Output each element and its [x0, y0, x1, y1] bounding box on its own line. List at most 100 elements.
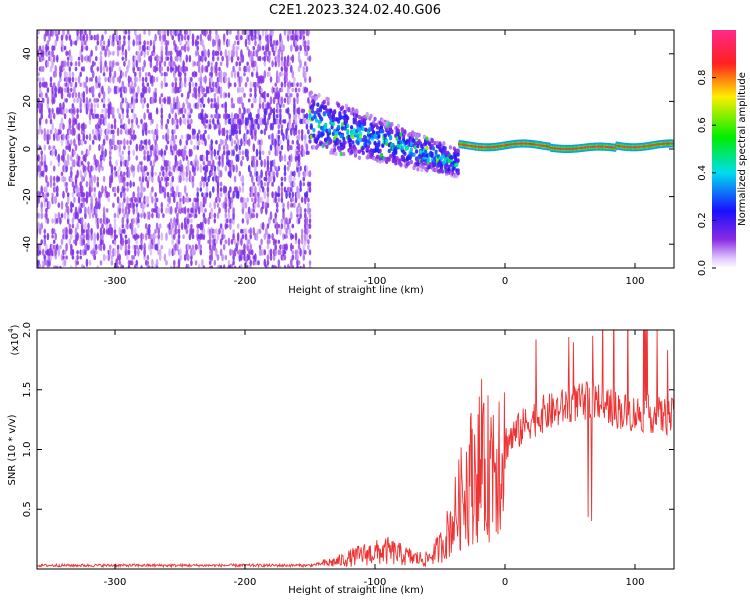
spectrogram-cell — [226, 224, 229, 229]
spectrogram-x-tick-label: -200 — [234, 276, 257, 287]
spectrogram-cell — [334, 151, 338, 157]
spectrogram-x-tick-label: 100 — [625, 276, 644, 287]
spectrogram-cell — [91, 60, 95, 68]
spectrogram-cell — [199, 103, 203, 108]
spectrogram-cell — [188, 170, 192, 178]
spectrogram-cell — [257, 108, 260, 114]
spectrogram-cell — [185, 139, 189, 146]
spectrogram-cell — [187, 165, 190, 172]
spectrogram-cell — [277, 223, 281, 229]
spectrogram-cell — [87, 228, 90, 235]
spectrogram-cell — [205, 65, 209, 73]
spectrogram-cell — [130, 119, 134, 124]
spectrogram-cell — [218, 38, 221, 48]
spectrogram-cell — [304, 118, 307, 125]
spectrogram-cell — [65, 108, 68, 114]
spectrogram-cell — [143, 149, 146, 157]
spectrogram-cell — [263, 233, 267, 240]
spectrogram-cell — [46, 96, 50, 105]
spectrogram-cell — [422, 134, 426, 140]
spectrogram-cell — [166, 134, 170, 141]
spectrogram-cell — [173, 196, 176, 203]
spectrogram-cell — [430, 151, 434, 157]
spectrogram-cell — [229, 222, 232, 231]
spectrogram-cell — [160, 245, 164, 250]
spectrogram-cell — [155, 107, 159, 115]
spectrogram-cell — [291, 234, 295, 240]
spectrogram-cell — [308, 181, 312, 187]
spectrogram-cell — [291, 122, 295, 131]
spectrogram-cell — [116, 185, 120, 194]
spectrogram-cell — [46, 129, 50, 135]
spectrogram-cell — [132, 206, 135, 215]
spectrogram-cell — [87, 161, 90, 166]
spectrogram-cell — [109, 34, 112, 41]
spectrogram-cell — [296, 92, 299, 98]
spectrogram-cell — [280, 55, 284, 62]
spectrogram-cell — [258, 34, 262, 41]
spectrogram-cell — [213, 233, 217, 240]
spectrogram-cell — [331, 117, 335, 123]
spectrogram-cell — [49, 160, 53, 167]
spectrogram-cell — [121, 71, 125, 78]
spectrogram-cell — [290, 153, 293, 163]
spectrogram-cell — [399, 162, 403, 167]
spectrogram-cell — [277, 129, 281, 135]
spectrogram-cell — [260, 138, 263, 146]
spectrogram-cell — [88, 54, 92, 63]
spectrogram-cell — [70, 207, 73, 214]
spectrogram-cell — [140, 179, 143, 189]
spectrogram-cell — [99, 127, 103, 137]
spectrogram-cell — [269, 164, 273, 173]
spectrogram-cell — [288, 96, 292, 105]
spectrogram-cell — [294, 196, 298, 204]
spectrogram-cell — [190, 224, 193, 229]
spectrogram-cell — [127, 237, 131, 246]
spectrogram-cell — [160, 165, 164, 172]
spectrogram-cell — [137, 247, 140, 257]
spectrogram-cell — [280, 72, 284, 77]
spectrogram-cell — [82, 90, 86, 100]
spectrogram-cell — [140, 265, 143, 268]
spectrogram-cell — [71, 103, 75, 109]
spectrogram-cell — [190, 108, 193, 114]
spectrogram-cell — [300, 129, 304, 135]
spectrogram-cell — [210, 144, 213, 152]
spectrogram-cell — [372, 120, 376, 125]
spectrogram-cell — [166, 118, 170, 124]
spectrogram-cell — [148, 139, 151, 146]
spectrogram-cell — [158, 180, 162, 189]
spectrogram-cell — [143, 155, 146, 161]
spectrogram-cell — [294, 148, 298, 157]
spectrogram-cell — [104, 76, 107, 83]
spectrogram-cell — [132, 86, 135, 94]
spectrogram-cell — [171, 66, 174, 72]
spectrogram-cell — [59, 122, 62, 131]
spectrogram-cell — [88, 259, 92, 266]
spectrogram-cell — [350, 110, 354, 116]
spectrogram-cell — [41, 56, 45, 61]
spectrogram-cell — [154, 228, 157, 234]
spectrogram-cell — [216, 150, 220, 156]
spectrogram-cell — [113, 118, 117, 125]
spectrogram-cell — [207, 134, 210, 141]
spectrogram-cell — [91, 212, 95, 219]
spectrogram-cell — [254, 196, 257, 204]
spectrogram-cell — [297, 217, 301, 225]
spectrogram-cell — [215, 64, 218, 74]
spectrogram-cell — [63, 211, 67, 220]
spectrogram-cell — [180, 222, 184, 231]
spectrogram-cell — [277, 106, 281, 115]
spectrogram-cell — [266, 39, 270, 47]
spectrogram-cell — [249, 87, 252, 93]
spectrogram-cell — [166, 40, 170, 46]
spectrogram-cell — [390, 122, 394, 127]
spectrogram-cell — [51, 243, 54, 251]
spectrogram-cell — [293, 101, 296, 110]
spectrogram-cell — [235, 164, 238, 173]
spectrogram-cell — [268, 112, 271, 120]
spectrogram-cell — [219, 86, 223, 94]
spectrogram-cell — [101, 223, 104, 229]
spectrogram-cell — [63, 45, 67, 51]
spectrogram-cell — [296, 30, 299, 36]
